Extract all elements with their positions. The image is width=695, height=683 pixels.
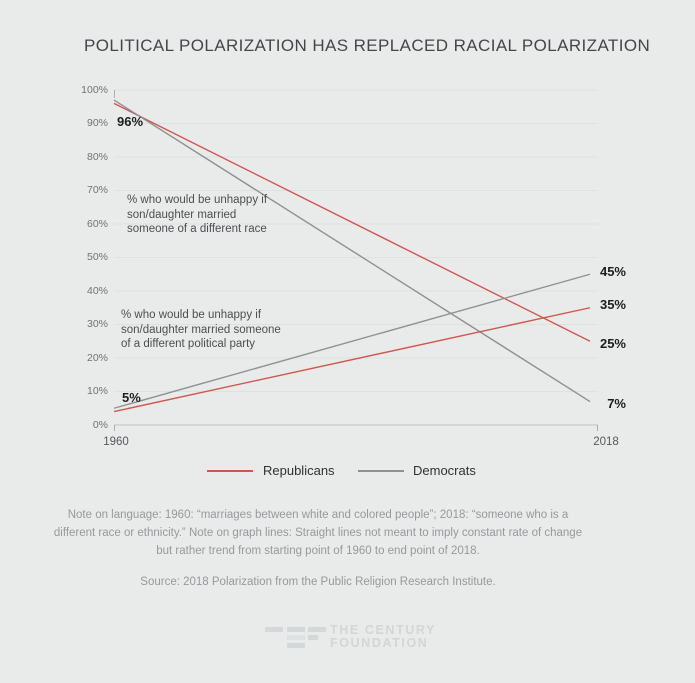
annotation-line: of a different political party bbox=[121, 338, 256, 350]
data-label-start-party: 5% bbox=[122, 390, 141, 405]
footnote-line: different race or ethnicity.” Note on gr… bbox=[53, 527, 583, 539]
annotation-line: son/daughter married someone bbox=[121, 323, 281, 336]
chart-footnote: Note on language: 1960: “marriages betwe… bbox=[28, 506, 608, 560]
footnote-line: but rather trend from starting point of … bbox=[156, 545, 480, 557]
y-axis-tick-label: 70% bbox=[86, 184, 108, 196]
y-axis-tick-label: 40% bbox=[86, 285, 108, 297]
org-name-line: THE CENTURY bbox=[330, 623, 437, 637]
y-axis-tick-label: 90% bbox=[86, 117, 108, 129]
series-line-democrats-race bbox=[113, 99, 591, 403]
y-axis-tick-label: 10% bbox=[86, 385, 108, 397]
org-name: THE CENTURY FOUNDATION bbox=[330, 624, 436, 650]
legend-label-democrats: Democrats bbox=[413, 463, 476, 478]
y-axis-tick-label: 30% bbox=[86, 318, 108, 330]
y-axis-tick-label: 0% bbox=[92, 419, 108, 431]
annotation-party-question: % who would be unhappy if son/daughter m… bbox=[121, 308, 281, 352]
y-axis-tick-label: 80% bbox=[86, 151, 108, 163]
x-axis-label-2018: 2018 bbox=[593, 436, 619, 448]
logo-bar bbox=[308, 635, 318, 640]
logo-bar bbox=[308, 627, 326, 632]
y-axis-tick-label: 100% bbox=[81, 84, 108, 96]
annotation-line: % who would be unhappy if bbox=[121, 309, 262, 321]
logo-bar bbox=[287, 635, 305, 640]
page-title: POLITICAL POLARIZATION HAS REPLACED RACI… bbox=[84, 36, 651, 55]
x-axis-label-1960: 1960 bbox=[103, 436, 129, 448]
data-label-start-race: 96% bbox=[117, 114, 144, 129]
y-axis-tick-label: 50% bbox=[86, 251, 108, 263]
logo-bar bbox=[265, 627, 283, 632]
legend-swatch-republicans bbox=[207, 470, 253, 472]
y-axis-tick-label: 20% bbox=[86, 352, 108, 364]
data-label-republicans-party-2018: 35% bbox=[599, 297, 626, 312]
logo-bar bbox=[287, 627, 305, 632]
annotation-race-question: % who would be unhappy if son/daughter m… bbox=[127, 193, 267, 237]
data-label-democrats-race-2018: 7% bbox=[607, 396, 626, 411]
legend-label-republicans: Republicans bbox=[263, 463, 335, 478]
series-line-democrats-party bbox=[113, 273, 591, 409]
annotation-line: % who would be unhappy if bbox=[127, 194, 268, 206]
annotation-line: someone of a different race bbox=[127, 223, 267, 235]
series-line-republicans-race bbox=[113, 102, 591, 342]
data-label-republicans-race-2018: 25% bbox=[599, 336, 626, 351]
source-attribution: Source: 2018 Polarization from the Publi… bbox=[140, 576, 496, 588]
logo-bar bbox=[287, 643, 305, 648]
y-axis-tick-label: 60% bbox=[86, 218, 108, 230]
data-label-democrats-party-2018: 45% bbox=[599, 264, 626, 279]
series-line-republicans-party bbox=[113, 307, 591, 413]
org-name-line: FOUNDATION bbox=[330, 636, 429, 650]
annotation-line: son/daughter married bbox=[127, 208, 237, 221]
legend-swatch-democrats bbox=[358, 470, 404, 472]
footnote-line: Note on language: 1960: “marriages betwe… bbox=[67, 509, 569, 521]
